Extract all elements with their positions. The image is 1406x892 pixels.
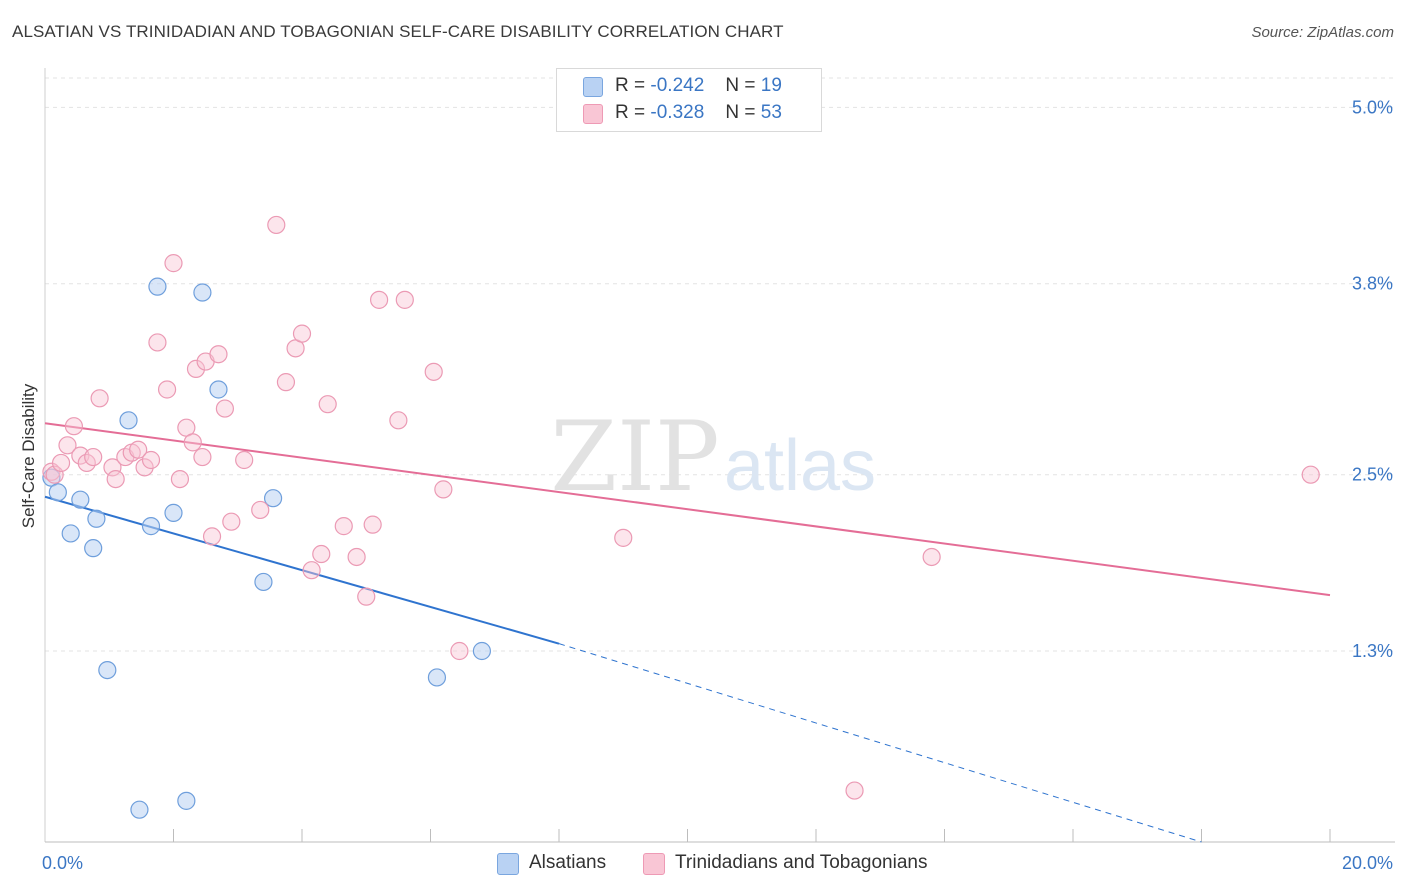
legend-r-value: -0.328 xyxy=(650,102,705,123)
pink-trend-line xyxy=(44,422,1331,597)
grid-lines xyxy=(45,77,1395,652)
bottom-legend-swatch-blue xyxy=(497,853,519,875)
blue-trend-extension xyxy=(558,643,1202,843)
y-tick-label: 3.8% xyxy=(1352,274,1393,294)
legend-swatch-pink xyxy=(583,104,603,124)
pink-data-point xyxy=(334,517,353,536)
blue-data-point xyxy=(472,641,491,661)
pink-data-point xyxy=(84,447,103,467)
stats-legend: R = -0.242 N = 19 R = -0.328 N = 53 xyxy=(556,68,822,132)
pink-data-point xyxy=(922,547,941,567)
y-tick-label: 2.5% xyxy=(1352,465,1393,485)
chart-title: ALSATIAN VS TRINIDADIAN AND TOBAGONIAN S… xyxy=(12,22,784,41)
pink-data-point xyxy=(215,399,234,418)
watermark-zip: ZIP xyxy=(550,401,719,513)
tick-labels: 1.3% 2.5% 3.8% 5.0% 0.0% 20.0% xyxy=(42,97,1393,873)
blue-data-point xyxy=(71,490,90,509)
pink-data-point xyxy=(202,527,222,546)
pink-data-point xyxy=(64,417,84,436)
pink-data-point xyxy=(363,515,382,534)
chart-source: Source: ZipAtlas.com xyxy=(1251,24,1394,41)
blue-data-point xyxy=(193,283,212,302)
pink-data-point xyxy=(164,254,183,273)
pink-data-point xyxy=(389,411,408,430)
y-axis-label: Self-Care Disability xyxy=(19,383,38,528)
blue-trend-line xyxy=(44,495,560,645)
pink-data-point xyxy=(103,458,122,477)
legend-r-label: R = xyxy=(615,102,646,123)
pink-data-point xyxy=(186,359,206,379)
pink-data-point xyxy=(370,290,389,309)
blue-data-point xyxy=(119,411,138,430)
axes xyxy=(44,68,1395,843)
x-tick-label: 20.0% xyxy=(1342,853,1393,873)
pink-data-point xyxy=(434,480,453,499)
pink-data-point xyxy=(357,587,376,606)
pink-data-point xyxy=(395,290,414,309)
pink-data-point xyxy=(148,333,167,352)
pink-data-point xyxy=(58,436,77,455)
pink-data-point xyxy=(235,450,254,470)
pink-data-point xyxy=(170,470,190,489)
legend-swatch-blue xyxy=(583,77,603,97)
blue-data-point xyxy=(254,572,273,592)
bottom-legend-label: Alsatians xyxy=(529,852,607,873)
y-tick-label: 1.3% xyxy=(1352,641,1393,661)
watermark: ZIP atlas xyxy=(550,401,876,513)
pink-data-point xyxy=(1301,465,1320,484)
blue-data-point xyxy=(98,660,117,680)
legend-r-value: -0.242 xyxy=(650,75,705,96)
legend-n-label: N = xyxy=(725,75,756,96)
pink-data-point xyxy=(222,512,241,531)
blue-data-point xyxy=(84,539,103,558)
pink-data-point xyxy=(424,362,443,381)
pink-data-point xyxy=(129,440,148,459)
blue-data-point xyxy=(130,800,149,819)
pink-data-point xyxy=(276,373,296,392)
blue-data-point xyxy=(177,791,196,810)
blue-data-point xyxy=(87,509,106,528)
pink-data-point xyxy=(347,547,366,567)
pink-data-point xyxy=(251,500,270,520)
legend-r-label: R = xyxy=(615,75,646,96)
pink-data-point xyxy=(318,395,337,414)
legend-n-value: 19 xyxy=(760,75,782,96)
legend-n-label: N = xyxy=(725,102,756,123)
blue-data-point xyxy=(427,668,447,687)
pink-data-point xyxy=(183,433,202,452)
pink-data-point xyxy=(135,458,154,477)
pink-data-point xyxy=(157,380,177,399)
pink-data-point xyxy=(141,450,161,470)
bottom-legend-label: Trinidadians and Tobagonians xyxy=(675,852,928,873)
bottom-legend-swatch-pink xyxy=(643,853,665,875)
blue-data-point xyxy=(48,483,67,502)
pink-data-point xyxy=(45,465,64,484)
y-tick-label: 5.0% xyxy=(1352,97,1393,117)
pink-data-point xyxy=(267,215,286,235)
pink-data-point xyxy=(312,544,331,564)
blue-data-point xyxy=(164,503,183,522)
pink-data-point xyxy=(193,447,212,467)
pink-data-point xyxy=(90,389,109,408)
legend-n-value: 53 xyxy=(760,102,782,123)
pink-data-point xyxy=(106,470,125,489)
blue-data-point xyxy=(148,277,167,296)
data-points xyxy=(42,215,1320,819)
pink-data-point xyxy=(845,781,864,800)
blue-data-point xyxy=(61,524,80,543)
trend-lines xyxy=(44,422,1331,843)
watermark-atlas: atlas xyxy=(724,426,876,506)
pink-data-point xyxy=(209,345,228,364)
pink-data-point xyxy=(614,528,633,547)
blue-data-point xyxy=(141,517,161,536)
pink-data-point xyxy=(302,561,321,580)
pink-data-point xyxy=(51,453,71,473)
blue-data-point xyxy=(209,380,228,399)
blue-data-point xyxy=(263,489,283,508)
pink-data-point xyxy=(450,641,469,661)
x-tick-label: 0.0% xyxy=(42,853,83,873)
pink-data-point xyxy=(292,324,312,343)
